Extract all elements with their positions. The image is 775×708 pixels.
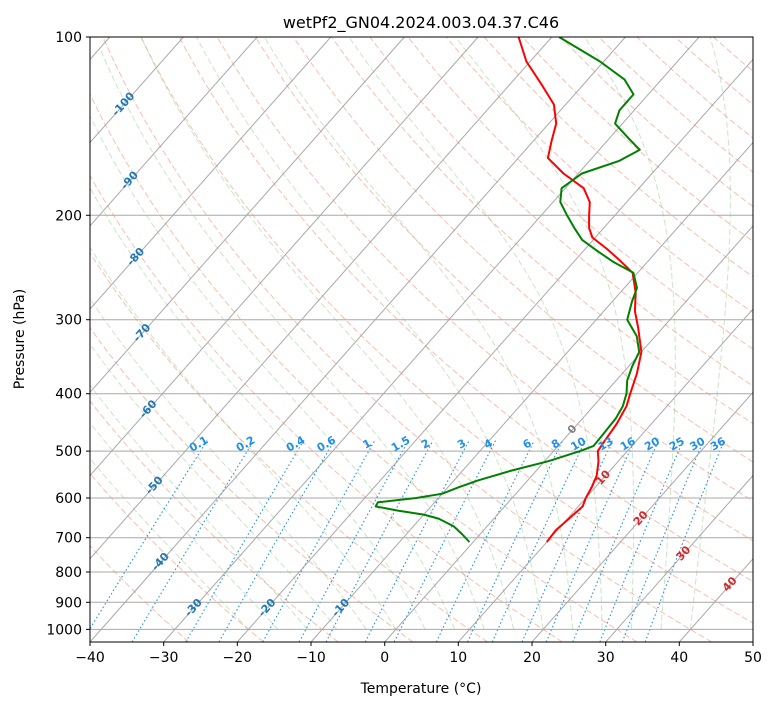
- isotherms: [90, 37, 753, 642]
- y-tick-label: 500: [55, 444, 82, 460]
- isotherm-line: [384, 225, 753, 642]
- dry-adiabat-line: [90, 252, 488, 642]
- moist-adiabat-line: [90, 343, 338, 630]
- mixing-ratio-line: [572, 440, 660, 642]
- isotherm-line: [236, 58, 753, 642]
- x-tick-label: 30: [597, 650, 615, 666]
- moist-adiabat-line: [584, 37, 676, 630]
- y-axis-label: Pressure (hPa): [12, 289, 28, 389]
- dry-adiabat-line: [90, 93, 638, 642]
- isotherm-line: [90, 37, 626, 642]
- dry-adiabat-line: [90, 174, 563, 642]
- y-tick-label: 900: [55, 595, 82, 611]
- dry-adiabat-line: [178, 37, 753, 583]
- y-tick-label: 400: [55, 387, 82, 403]
- isotherm-line: [90, 37, 405, 394]
- x-tick-label: 50: [744, 650, 762, 666]
- moist-adiabat-line: [90, 422, 279, 630]
- isotherm-line: [90, 37, 479, 477]
- isotherm-line: [310, 141, 753, 642]
- mixing-ratio-line: [491, 440, 586, 642]
- y-tick-label: 800: [55, 565, 82, 581]
- mixing-ratio-line: [393, 440, 496, 642]
- isotherm-line: [531, 391, 753, 642]
- x-tick-label: −30: [149, 650, 179, 666]
- moist-adiabat-line: [90, 246, 397, 630]
- chart-title: wetPf2_GN04.2024.003.04.37.C46: [283, 13, 559, 33]
- dry-adiabat-line: [445, 37, 753, 314]
- x-axis: −40 −30 −20 −10 0 10 20 30 40 50: [75, 642, 762, 666]
- moist-adiabat-line: [90, 114, 456, 630]
- x-tick-label: 20: [523, 650, 541, 666]
- moist-adiabat-line: [99, 49, 485, 630]
- moist-adiabat-line: [689, 37, 731, 630]
- dry-adiabat-line: [369, 37, 753, 387]
- y-tick-label: 100: [55, 30, 82, 46]
- moist-adiabat-line: [90, 186, 426, 630]
- mixing-ratio-line: [218, 440, 335, 642]
- x-tick-label: 40: [670, 650, 688, 666]
- dry-adiabat-line: [254, 37, 753, 502]
- dry-adiabat-line: [90, 472, 264, 642]
- y-axis: 1000 900 800 700 600 500 400 300 200 100: [46, 30, 90, 638]
- temperature-trace: [517, 37, 643, 543]
- isotherm-line: [90, 37, 553, 560]
- dry-adiabats: [90, 37, 753, 642]
- y-tick-label: 1000: [46, 622, 82, 638]
- moist-adiabat-line: [90, 384, 308, 630]
- mixing-ratio-lines: [90, 440, 725, 642]
- mixing-ratio-line: [298, 440, 409, 642]
- mixing-ratio-line: [131, 440, 255, 642]
- moist-adiabat-line: [348, 37, 603, 630]
- dry-adiabat-line: [90, 400, 339, 642]
- mixing-ratio-line: [262, 440, 376, 642]
- dry-adiabat-line: [140, 37, 753, 624]
- y-tick-label: 700: [55, 531, 82, 547]
- isotherm-line: [90, 37, 184, 144]
- plot-frame: [89, 36, 754, 643]
- isotherm-line: [90, 37, 332, 310]
- x-tick-label: −20: [223, 650, 253, 666]
- x-tick-label: −40: [75, 650, 105, 666]
- x-tick-label: 0: [380, 650, 389, 666]
- moist-adiabat-line: [140, 37, 515, 630]
- moist-adiabat-line: [455, 37, 635, 630]
- mixing-ratio-line: [545, 440, 635, 642]
- isotherm-line: [90, 37, 258, 227]
- x-tick-label: 10: [449, 650, 467, 666]
- moist-adiabat-line: [263, 37, 574, 630]
- isotherm-line: [605, 474, 753, 642]
- y-tick-label: 200: [55, 208, 82, 224]
- dry-adiabat-line: [102, 37, 712, 642]
- mixing-ratio-line: [90, 440, 208, 630]
- y-tick-label: 300: [55, 313, 82, 329]
- x-tick-label: −10: [296, 650, 326, 666]
- mixing-ratio-line: [185, 440, 305, 642]
- moist-adiabat-line: [196, 37, 544, 630]
- sounding-traces: [374, 37, 643, 543]
- x-axis-label: Temperature (°C): [360, 681, 482, 697]
- isotherm-line: [163, 37, 700, 642]
- isobars: [90, 37, 753, 630]
- dry-adiabat-line: [331, 37, 753, 425]
- mixing-ratio-line: [521, 440, 613, 642]
- dewpoint-trace: [374, 37, 641, 543]
- y-tick-label: 600: [55, 491, 82, 507]
